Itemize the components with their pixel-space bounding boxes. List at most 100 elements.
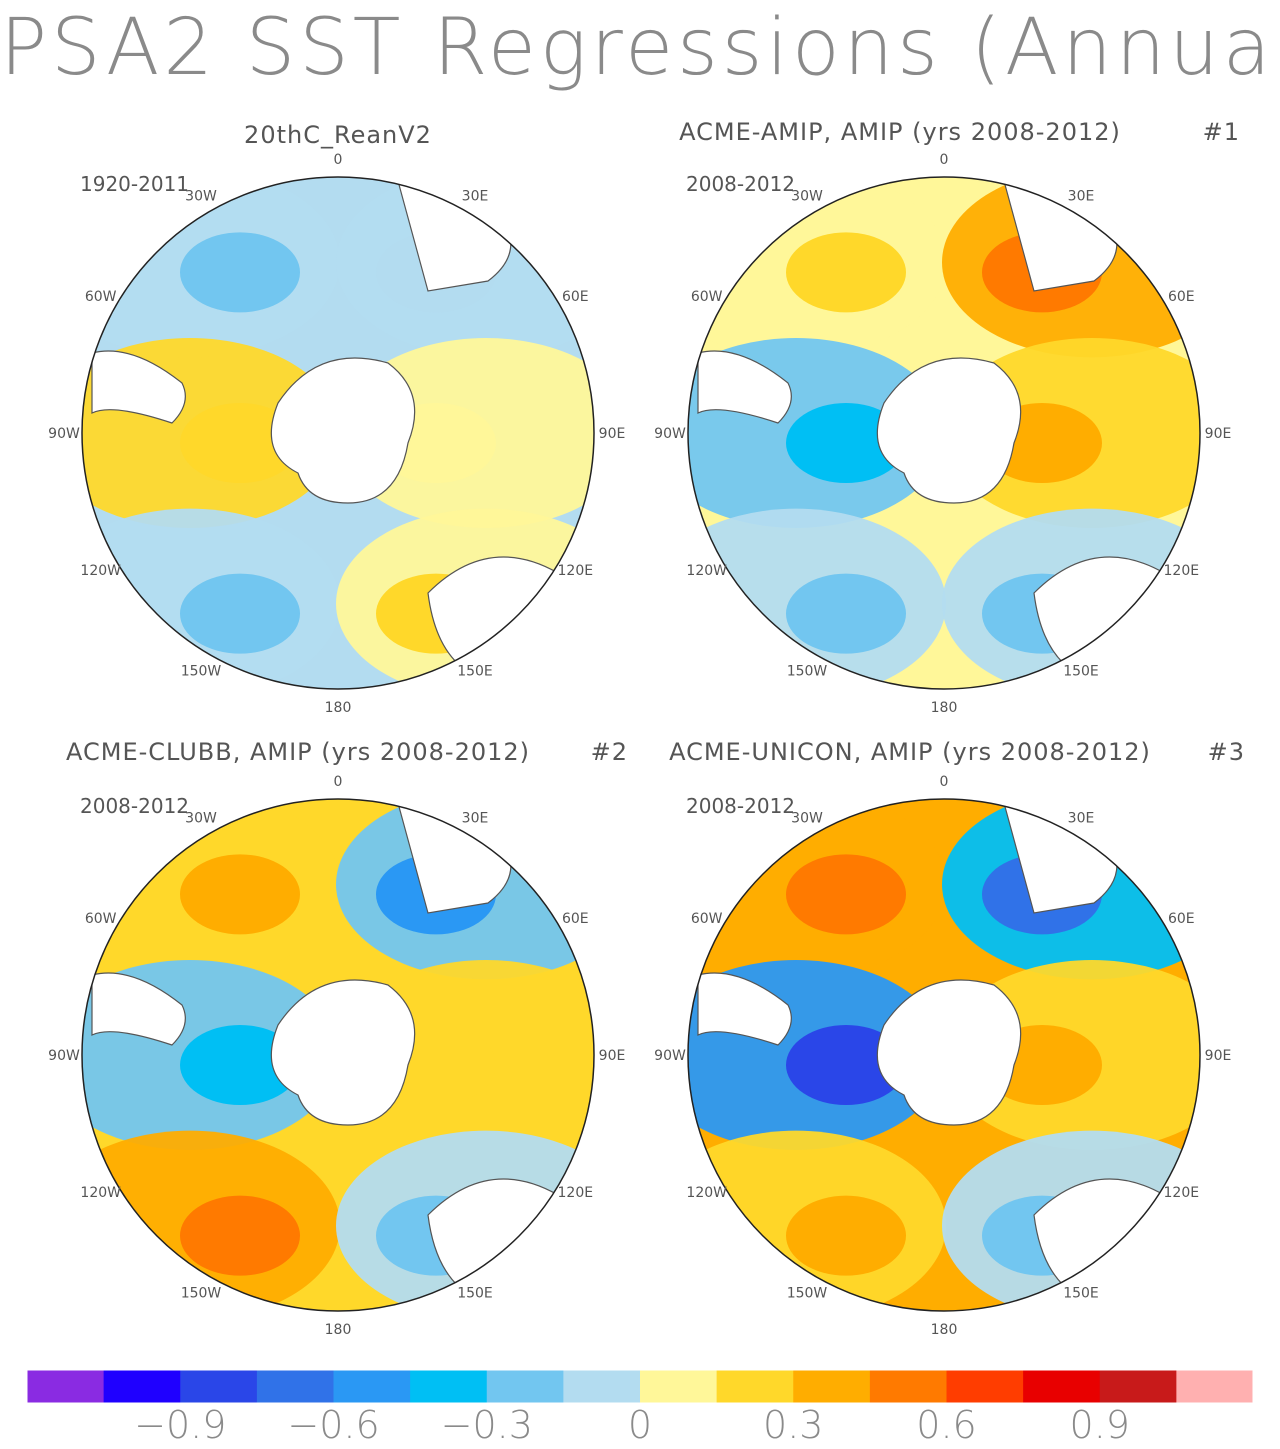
colorbar-swatch — [1023, 1370, 1101, 1403]
longitude-label: 0 — [334, 774, 343, 790]
longitude-label: 0 — [940, 774, 949, 790]
longitude-label: 180 — [931, 1322, 958, 1338]
landmass — [91, 350, 186, 424]
field-core — [786, 403, 906, 483]
field-core — [180, 1025, 300, 1105]
longitude-label: 180 — [325, 1322, 352, 1338]
map-panel-amip3: ACME-UNICON, AMIP (yrs 2008-2012) #3 2008-… — [654, 738, 1244, 1338]
landmass — [270, 357, 416, 504]
colorbar-swatch — [103, 1370, 181, 1403]
longitude-label: 90E — [599, 426, 626, 442]
field-core — [180, 573, 300, 654]
field-core — [180, 232, 300, 313]
longitude-label: 150W — [787, 663, 828, 679]
longitude-label: 60W — [691, 289, 723, 305]
longitude-label: 90E — [1205, 1048, 1232, 1064]
map-panel-amip1: ACME-AMIP, AMIP (yrs 2008-2012) #1 2008-20… — [654, 118, 1240, 716]
colorbar-tick-label: 0.9 — [1070, 1403, 1130, 1447]
longitude-label: 150E — [1063, 663, 1099, 679]
colorbar-swatch — [640, 1370, 718, 1403]
panel-title: ACME-UNICON, AMIP (yrs 2008-2012) — [669, 738, 1151, 766]
longitude-label: 60W — [691, 911, 723, 927]
longitude-label: 0 — [940, 152, 949, 168]
longitude-label: 30W — [791, 811, 823, 827]
longitude-label: 90W — [48, 1048, 80, 1064]
colorbar-frame — [26, 1369, 1254, 1404]
longitude-label: 60E — [562, 289, 589, 305]
panel-period: 1920-2011 — [80, 172, 189, 196]
longitude-label: 120E — [1164, 1185, 1200, 1201]
colorbar-swatch — [180, 1370, 258, 1403]
field-core — [786, 854, 906, 935]
field-core — [180, 403, 300, 483]
longitude-label: 90W — [654, 426, 686, 442]
longitude-label: 30W — [185, 811, 217, 827]
longitude-label: 120E — [1164, 563, 1200, 579]
panel-number: #2 — [591, 738, 628, 766]
landmass — [697, 350, 792, 424]
longitude-label: 150W — [787, 1285, 828, 1301]
map-boundary — [687, 798, 1201, 1312]
longitude-label: 30W — [185, 189, 217, 205]
colorbar-swatch — [486, 1370, 564, 1403]
longitude-label: 30E — [1068, 189, 1095, 205]
colorbar-swatch — [793, 1370, 871, 1403]
field-core — [180, 1195, 300, 1276]
field-core — [180, 854, 300, 935]
landmass — [697, 972, 792, 1046]
longitude-label: 180 — [931, 700, 958, 716]
colorbar-swatch — [333, 1370, 411, 1403]
longitude-label: 120E — [558, 1185, 594, 1201]
colorbar-tick-label: −0.9 — [134, 1403, 226, 1447]
longitude-label: 30E — [1068, 811, 1095, 827]
panel-period: 2008-2012 — [80, 794, 189, 818]
map-boundary — [81, 176, 595, 690]
colorbar: −0.9 −0.6 −0.3 0 0.3 0.6 0.9 — [26, 1369, 1254, 1447]
colorbar-tick-label: 0 — [628, 1403, 652, 1447]
landmass — [876, 979, 1022, 1126]
longitude-label: 120W — [80, 1185, 121, 1201]
colorbar-swatch — [716, 1370, 794, 1403]
field-core — [786, 232, 906, 313]
longitude-label: 120W — [686, 563, 727, 579]
panel-period: 2008-2012 — [686, 172, 795, 196]
map-boundary — [81, 798, 595, 1312]
longitude-label: 90W — [654, 1048, 686, 1064]
longitude-label: 30E — [462, 189, 489, 205]
longitude-label: 60E — [1168, 289, 1195, 305]
field-core — [786, 573, 906, 654]
longitude-label: 150E — [1063, 1285, 1099, 1301]
colorbar-swatch — [410, 1370, 488, 1403]
longitude-label: 150W — [181, 1285, 222, 1301]
colorbar-swatch — [563, 1370, 641, 1403]
longitude-label: 90E — [599, 1048, 626, 1064]
colorbar-swatch — [256, 1370, 334, 1403]
longitude-label: 30E — [462, 811, 489, 827]
figure-title: PSA2 SST Regressions (Annual) — [0, 3, 1280, 93]
colorbar-tick-label: 0.3 — [763, 1403, 823, 1447]
panel-number: #1 — [1203, 118, 1240, 146]
longitude-label: 90E — [1205, 426, 1232, 442]
longitude-label: 60W — [85, 289, 117, 305]
longitude-label: 90W — [48, 426, 80, 442]
colorbar-swatch — [946, 1370, 1024, 1403]
colorbar-tick-label: 0.6 — [916, 1403, 976, 1447]
longitude-label: 180 — [325, 700, 352, 716]
landmass — [91, 972, 186, 1046]
longitude-label: 150W — [181, 663, 222, 679]
map-panel-reanv2: 20thC_ReanV2 1920-2011 0 30E 60E 90E 120E 150E 1… — [48, 121, 626, 716]
colorbar-swatch — [1176, 1370, 1254, 1403]
longitude-label: 120W — [686, 1185, 727, 1201]
longitude-label: 60E — [562, 911, 589, 927]
field-core — [786, 1195, 906, 1276]
longitude-label: 30W — [791, 189, 823, 205]
longitude-label: 150E — [457, 1285, 493, 1301]
landmass — [270, 979, 416, 1126]
colorbar-tick-label: −0.3 — [441, 1403, 533, 1447]
longitude-label: 60E — [1168, 911, 1195, 927]
colorbar-swatch — [1099, 1370, 1177, 1403]
colorbar-tick-label: −0.6 — [287, 1403, 379, 1447]
landmass — [876, 357, 1022, 504]
panel-title: ACME-AMIP, AMIP (yrs 2008-2012) — [679, 118, 1121, 146]
